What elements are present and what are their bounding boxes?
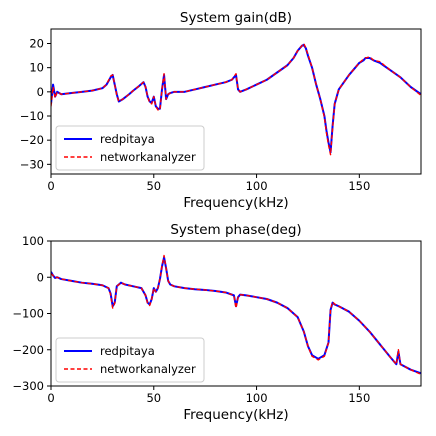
y-tick-label: 0 bbox=[37, 270, 44, 284]
axes-frame bbox=[50, 28, 422, 175]
y-tick-label: 0 bbox=[37, 85, 44, 99]
legend-label-networkanalyzer: networkanalyzer bbox=[100, 150, 196, 164]
y-tick-label: 10 bbox=[29, 61, 44, 75]
y-tick-label: −100 bbox=[12, 307, 44, 321]
x-tick-label: 150 bbox=[348, 391, 370, 405]
x-tick-label: 150 bbox=[348, 179, 370, 193]
y-tick-label: −30 bbox=[20, 157, 44, 171]
legend: redpitaya networkanalyzer bbox=[55, 337, 205, 383]
legend-label-redpitaya: redpitaya bbox=[100, 132, 155, 146]
y-tick-label: 20 bbox=[29, 37, 44, 51]
x-axis-label: Frequency(kHz) bbox=[183, 407, 288, 423]
x-tick-label: 50 bbox=[146, 179, 161, 193]
legend-box bbox=[55, 337, 205, 383]
series-line-networkanalyzer bbox=[51, 254, 421, 376]
legend-label-networkanalyzer: networkanalyzer bbox=[100, 362, 196, 376]
y-tick-label: −200 bbox=[12, 343, 44, 357]
y-tick-label: −300 bbox=[12, 379, 44, 393]
chart-gain: 0 50 100 150 −30 −20 −10 0 10 20 System gain(dB) Fr… bbox=[20, 10, 422, 211]
legend: redpitaya networkanalyzer bbox=[55, 125, 205, 171]
y-tick-label: −20 bbox=[20, 133, 44, 147]
chart-phase: 0 50 100 150 −300 −200 −100 0 100 System phase(de… bbox=[12, 222, 422, 423]
series-line-networkanalyzer bbox=[51, 42, 421, 156]
y-tick-label: 100 bbox=[22, 234, 44, 248]
legend-box bbox=[55, 125, 205, 171]
chart-title: System gain(dB) bbox=[180, 10, 292, 26]
chart-title: System phase(deg) bbox=[170, 222, 301, 238]
x-tick-label: 0 bbox=[47, 391, 54, 405]
x-tick-label: 100 bbox=[246, 179, 268, 193]
x-tick-label: 100 bbox=[246, 391, 268, 405]
y-tick-label: −10 bbox=[20, 109, 44, 123]
x-axis-label: Frequency(kHz) bbox=[183, 195, 288, 211]
x-tick-label: 0 bbox=[47, 179, 54, 193]
legend-label-redpitaya: redpitaya bbox=[100, 344, 155, 358]
x-tick-label: 50 bbox=[146, 391, 161, 405]
